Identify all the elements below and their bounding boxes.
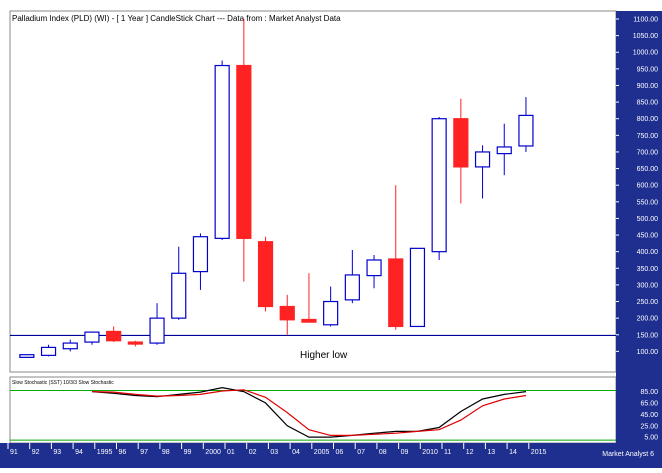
candle-body (366, 259, 382, 277)
candle-body (453, 118, 469, 168)
x-tick-label: 01 (227, 449, 235, 456)
stochastic-y-tick-label: 65.00 (640, 400, 658, 407)
stochastic-d-line (91, 389, 527, 436)
x-tick-label: 98 (162, 449, 170, 456)
candle-body (40, 346, 57, 356)
x-axis-panel (0, 443, 662, 468)
footer-label: Market Analyst 6 (602, 451, 654, 458)
stochastic-y-tick-label: 85.00 (640, 389, 658, 396)
candle-body (236, 64, 252, 239)
x-tick-label: 13 (487, 449, 495, 456)
stochastic-plot-area (9, 376, 617, 444)
y-tick-label: 250.00 (637, 299, 659, 306)
candle-body (301, 318, 317, 323)
y-tick-label: 950.00 (637, 66, 659, 73)
candle-body (84, 331, 100, 343)
candle-body (62, 342, 78, 350)
candle-body (323, 300, 339, 326)
candle-body (19, 354, 35, 358)
y-tick-label: 600.00 (637, 183, 659, 190)
y-tick-label: 450.00 (637, 233, 659, 240)
stochastic-y-tick-label: 45.00 (640, 412, 658, 419)
y-tick-label: 800.00 (637, 116, 659, 123)
x-tick-label: 06 (336, 449, 344, 456)
candle-body (192, 236, 209, 273)
candle-body (474, 151, 491, 168)
x-tick-label: 14 (509, 449, 517, 456)
y-tick-label: 1050.00 (633, 33, 658, 40)
candle-body (496, 146, 512, 155)
x-tick-label: 04 (292, 449, 300, 456)
candle-body (257, 241, 274, 308)
x-tick-label: 97 (140, 449, 148, 456)
y-tick-label: 500.00 (637, 216, 659, 223)
y-tick-label: 550.00 (637, 199, 659, 206)
candle-body (106, 330, 122, 342)
candle-body (279, 305, 295, 321)
x-tick-label: 99 (184, 449, 192, 456)
stochastic-y-tick-label: 25.00 (640, 423, 658, 430)
y-tick-label: 850.00 (637, 100, 659, 107)
candle-body (171, 272, 187, 319)
higher-low-annotation: Higher low (300, 350, 348, 361)
price-plot-area (9, 10, 617, 373)
x-tick-label: 03 (270, 449, 278, 456)
candle-body (127, 341, 143, 345)
x-tick-label: 2015 (531, 449, 547, 456)
y-tick-label: 650.00 (637, 166, 659, 173)
y-tick-label: 150.00 (637, 332, 659, 339)
candle-body (518, 114, 534, 147)
y-tick-label: 350.00 (637, 266, 659, 273)
y-tick-label: 700.00 (637, 149, 659, 156)
y-tick-label: 750.00 (637, 133, 659, 140)
stochastic-y-tick-label: 5.00 (644, 435, 658, 442)
x-tick-label: 92 (32, 449, 40, 456)
x-tick-label: 93 (53, 449, 61, 456)
x-tick-label: 1995 (97, 449, 113, 456)
x-tick-label: 02 (249, 449, 257, 456)
y-tick-label: 1100.00 (633, 17, 658, 24)
x-tick-label: 2000 (205, 449, 221, 456)
x-tick-label: 12 (466, 449, 474, 456)
x-tick-label: 94 (75, 449, 83, 456)
y-tick-label: 900.00 (637, 83, 659, 90)
x-tick-label: 91 (10, 449, 18, 456)
candle-body (431, 118, 447, 253)
y-tick-label: 1000.00 (633, 50, 658, 57)
y-axis-panel (616, 11, 662, 443)
x-tick-label: 09 (401, 449, 409, 456)
x-tick-label: 2005 (314, 449, 330, 456)
x-tick-label: 08 (379, 449, 387, 456)
x-tick-label: 2010 (422, 449, 438, 456)
candle-body (344, 274, 360, 301)
chart-title: Palladium Index (PLD) (WI) - [ 1 Year ] … (12, 14, 341, 23)
candle-body (149, 317, 165, 344)
candle-body (214, 64, 230, 239)
candle-body (388, 258, 404, 328)
y-tick-label: 200.00 (637, 316, 659, 323)
y-tick-label: 400.00 (637, 249, 659, 256)
x-tick-label: 96 (119, 449, 127, 456)
x-tick-label: 07 (357, 449, 365, 456)
stochastic-title: Slow Stochastic (SST) 10/3/3 Slow Stocha… (12, 380, 114, 386)
candle-body (409, 247, 426, 328)
x-tick-label: 11 (444, 449, 451, 456)
y-tick-label: 300.00 (637, 282, 659, 289)
y-tick-label: 100.00 (637, 349, 659, 356)
